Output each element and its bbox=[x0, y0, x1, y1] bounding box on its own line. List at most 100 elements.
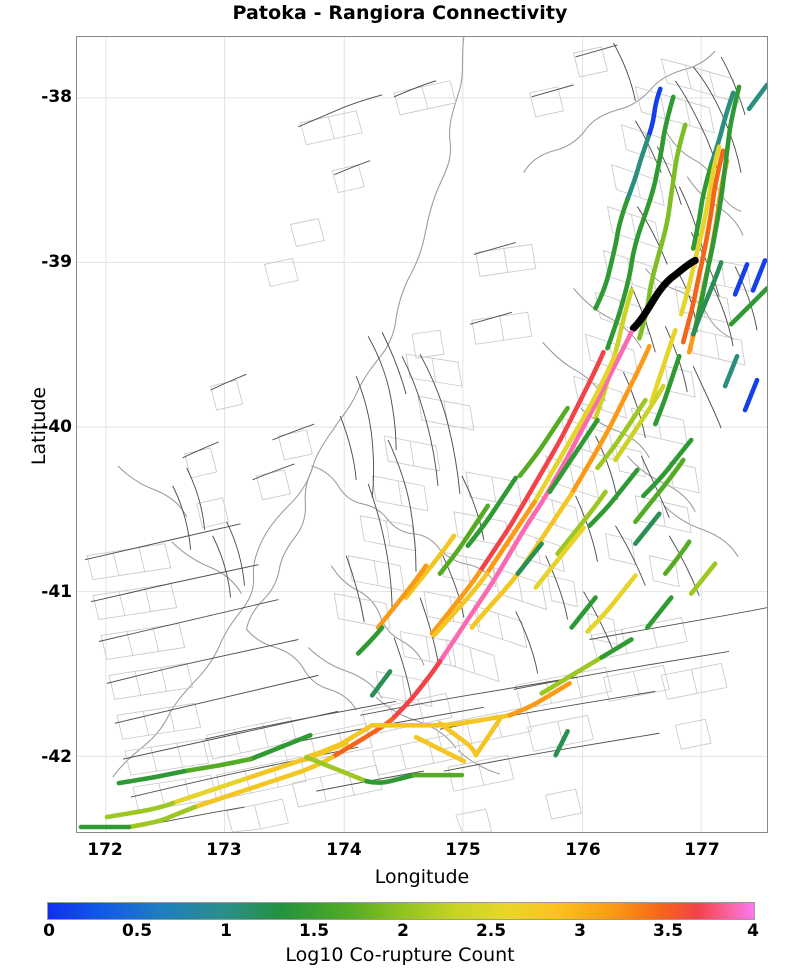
fault-trace bbox=[587, 467, 640, 529]
colorbar-tick: 1 bbox=[220, 921, 232, 941]
fault-trace bbox=[553, 728, 570, 758]
colorbar-tick: 0.5 bbox=[121, 921, 153, 941]
fault-trace bbox=[413, 734, 467, 764]
fault-trace bbox=[369, 669, 393, 698]
fault-trace bbox=[104, 800, 176, 820]
xtick-label: 177 bbox=[684, 840, 720, 860]
fault-trace bbox=[304, 722, 375, 760]
fault-trace bbox=[192, 780, 269, 810]
fault-trace bbox=[569, 595, 598, 630]
fault-trace bbox=[625, 134, 651, 202]
fault-trace bbox=[182, 756, 253, 774]
fault-trace bbox=[569, 343, 652, 497]
fault-trace bbox=[517, 405, 570, 479]
fault-trace bbox=[170, 776, 247, 806]
xtick-label: 176 bbox=[565, 840, 601, 860]
fault-mesh-dark bbox=[84, 42, 767, 828]
xtick-label: 172 bbox=[87, 840, 123, 860]
fault-trace bbox=[375, 563, 429, 630]
fault-traces bbox=[78, 82, 767, 830]
fault-trace bbox=[539, 655, 604, 696]
colorbar: 0 0.5 1 1.5 2 2.5 3 3.5 4 Log10 Co-ruptu… bbox=[0, 900, 800, 980]
ytick-label: -40 bbox=[41, 417, 72, 437]
fault-trace bbox=[403, 533, 457, 600]
fault-trace bbox=[690, 260, 724, 337]
fault-trace bbox=[533, 525, 586, 590]
fault-trace bbox=[515, 541, 544, 576]
fault-trace bbox=[389, 659, 443, 722]
ytick-label: -39 bbox=[41, 252, 72, 272]
fault-trace bbox=[116, 768, 187, 786]
ytick-label: -42 bbox=[41, 747, 72, 767]
fault-trace bbox=[708, 90, 736, 167]
y-axis-label: Latitude bbox=[28, 386, 50, 466]
fault-trace bbox=[645, 595, 674, 630]
colorbar-gradient bbox=[47, 902, 755, 920]
fault-trace bbox=[437, 503, 491, 576]
map-plot-area[interactable]: .grid{stroke:#e2e2e2;stroke-width:1;} .m… bbox=[76, 36, 768, 833]
fault-trace bbox=[477, 349, 606, 574]
colorbar-tick: 0 bbox=[43, 921, 55, 941]
colorbar-tick: 3.5 bbox=[652, 921, 684, 941]
colorbar-tick: 2.5 bbox=[475, 921, 507, 941]
fault-trace bbox=[593, 197, 630, 311]
fault-trace bbox=[595, 397, 648, 471]
xtick-label: 174 bbox=[326, 840, 362, 860]
fault-trace bbox=[435, 712, 513, 728]
fault-trace bbox=[653, 353, 682, 427]
fault-mesh-light bbox=[86, 46, 752, 832]
fault-trace bbox=[547, 417, 600, 495]
x-axis-label: Longitude bbox=[374, 866, 470, 888]
fault-trace bbox=[465, 475, 519, 549]
fault-trace bbox=[469, 563, 526, 630]
fault-trace bbox=[678, 144, 722, 317]
fault-trace bbox=[248, 732, 313, 762]
fault-trace bbox=[585, 573, 638, 634]
fault-trace bbox=[692, 84, 742, 333]
fault-trace bbox=[532, 351, 618, 505]
fault-trace bbox=[304, 754, 369, 784]
fault-trace bbox=[728, 286, 767, 327]
fault-trace bbox=[363, 772, 417, 785]
fault-trace bbox=[431, 571, 490, 638]
fault-trace bbox=[722, 353, 740, 389]
map-svg: .grid{stroke:#e2e2e2;stroke-width:1;} .m… bbox=[77, 37, 767, 832]
fault-trace bbox=[649, 327, 678, 405]
fault-trace bbox=[555, 489, 608, 556]
fault-trace bbox=[507, 681, 572, 718]
fault-trace bbox=[599, 637, 634, 660]
ytick-label: -41 bbox=[41, 582, 72, 602]
fault-trace bbox=[437, 329, 634, 664]
gridlines bbox=[77, 37, 767, 832]
fault-trace bbox=[663, 539, 692, 576]
fault-trace bbox=[473, 716, 503, 758]
fault-trace bbox=[637, 122, 688, 341]
fault-trace bbox=[633, 511, 662, 547]
fault-trace bbox=[750, 258, 767, 293]
colorbar-tick: 2 bbox=[397, 921, 409, 941]
fault-trace bbox=[646, 86, 663, 140]
fault-trace bbox=[688, 561, 718, 596]
fault-trace bbox=[680, 148, 726, 345]
colorbar-tick: 4 bbox=[747, 921, 759, 941]
ytick-label: -38 bbox=[41, 87, 72, 107]
fault-trace bbox=[437, 720, 479, 758]
xtick-label: 175 bbox=[445, 840, 481, 860]
colorbar-label: Log10 Co-rupture Count bbox=[285, 944, 515, 966]
source-fault-patoka bbox=[629, 256, 699, 332]
fault-trace bbox=[605, 94, 676, 351]
fault-trace bbox=[355, 625, 385, 656]
fault-trace bbox=[732, 262, 750, 297]
fault-trace bbox=[633, 457, 686, 525]
fault-trace bbox=[742, 377, 760, 413]
xtick-label: 173 bbox=[206, 840, 242, 860]
fault-trace bbox=[429, 569, 483, 636]
fault-trace bbox=[746, 82, 767, 112]
fault-trace bbox=[641, 437, 694, 499]
fault-trace bbox=[484, 499, 537, 576]
page-title: Patoka - Rangiora Connectivity bbox=[232, 2, 568, 24]
fault-trace bbox=[690, 162, 714, 251]
fault-trace bbox=[126, 804, 197, 830]
colorbar-tick: 1.5 bbox=[298, 921, 330, 941]
